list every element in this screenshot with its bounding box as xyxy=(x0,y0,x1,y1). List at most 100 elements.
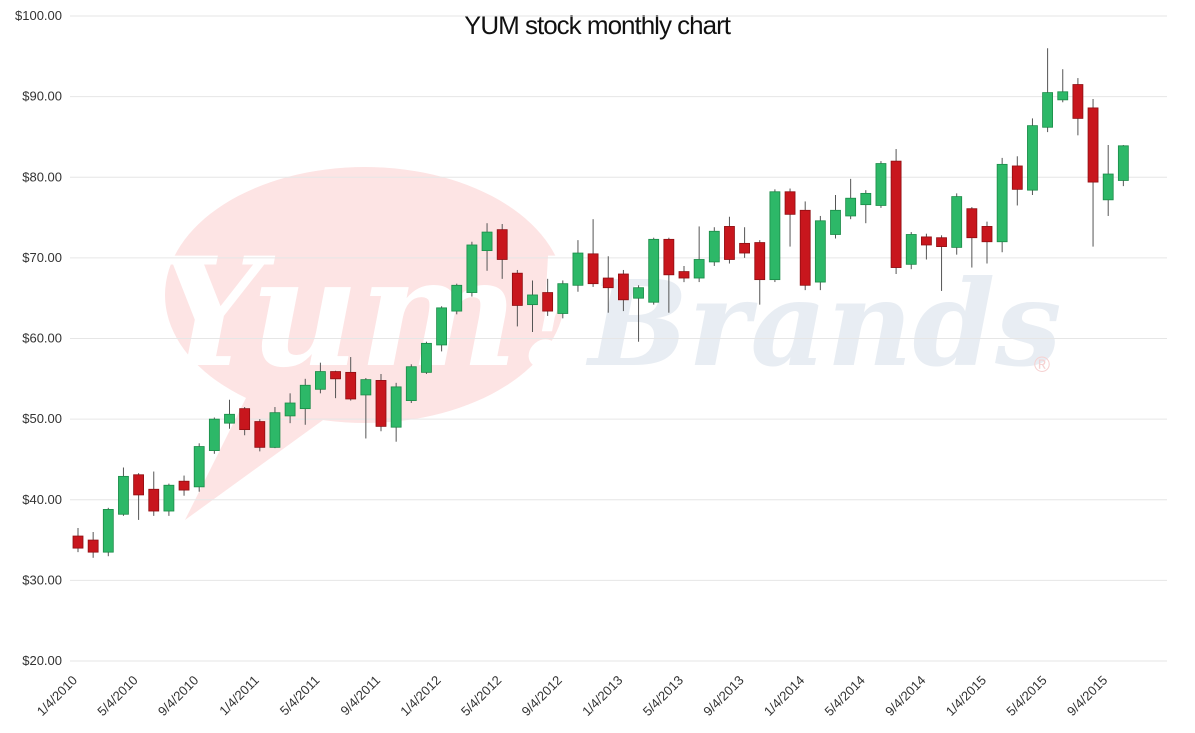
candle-body xyxy=(981,226,993,243)
candle-body xyxy=(390,386,402,428)
candle-body xyxy=(996,163,1008,243)
y-tick-label: $50.00 xyxy=(22,411,62,426)
y-tick-label: $30.00 xyxy=(22,572,62,587)
candle-body xyxy=(1027,125,1038,191)
candle-body xyxy=(72,535,84,549)
candle-body xyxy=(708,230,720,263)
x-tick-label: 1/4/2013 xyxy=(579,673,625,719)
candle-body xyxy=(769,191,781,281)
x-tick-label: 9/4/2013 xyxy=(700,673,746,719)
candle-body xyxy=(602,277,614,289)
candle-body xyxy=(890,160,902,268)
x-tick-label: 1/4/2010 xyxy=(34,673,80,719)
y-tick-label: $100.00 xyxy=(15,8,62,23)
candle-body xyxy=(921,236,932,246)
candle-body xyxy=(314,371,326,390)
x-tick-label: 9/4/2012 xyxy=(519,673,565,719)
y-tick-label: $90.00 xyxy=(22,89,62,104)
watermark-logo: Yum! xyxy=(156,225,584,401)
x-tick-label: 9/4/2010 xyxy=(155,673,201,719)
candle-body xyxy=(193,446,205,488)
y-tick-label: $20.00 xyxy=(22,653,62,668)
candle-body xyxy=(648,238,660,303)
candle-body xyxy=(724,226,735,260)
candle-body xyxy=(163,484,175,512)
x-tick-label: 5/4/2011 xyxy=(277,673,323,719)
candle-body xyxy=(1072,84,1084,119)
x-tick-label: 1/4/2012 xyxy=(397,673,443,719)
candle-body xyxy=(405,366,417,401)
x-tick-label: 1/4/2015 xyxy=(943,673,989,719)
x-tick-label: 1/4/2014 xyxy=(761,673,807,719)
candle-body xyxy=(466,244,478,293)
candle-body xyxy=(133,474,145,496)
candle-body xyxy=(572,252,584,286)
candle-body xyxy=(345,371,357,400)
candle-body xyxy=(678,271,690,279)
candle-body xyxy=(330,371,341,380)
x-tick-label: 9/4/2014 xyxy=(882,673,928,719)
candle-body xyxy=(1042,92,1053,128)
candle-body xyxy=(754,242,766,281)
candle-body xyxy=(663,238,675,276)
x-tick-label: 5/4/2012 xyxy=(458,673,504,719)
candle-body xyxy=(360,379,372,396)
candle-body xyxy=(845,197,857,217)
candle-body xyxy=(814,220,826,283)
candle-body xyxy=(784,191,796,215)
y-tick-label: $80.00 xyxy=(22,169,62,184)
candle-body xyxy=(178,480,190,491)
candle-body xyxy=(102,509,114,553)
candle-body xyxy=(905,234,917,265)
candle-body xyxy=(936,237,947,247)
candle-body xyxy=(966,208,978,239)
watermark: Yum! Brands ® xyxy=(156,167,1062,520)
y-tick-label: $60.00 xyxy=(22,331,62,346)
candle-body xyxy=(269,412,281,448)
x-tick-label: 5/4/2015 xyxy=(1003,673,1049,719)
candle-body xyxy=(1102,173,1114,201)
candle-body xyxy=(618,273,629,301)
candle-body xyxy=(1087,107,1099,183)
candle-body xyxy=(254,421,266,448)
candle-body xyxy=(148,488,160,512)
x-tick-label: 9/4/2015 xyxy=(1064,673,1110,719)
candle-body xyxy=(1057,91,1069,101)
candle-body xyxy=(739,242,750,254)
candle-body xyxy=(860,192,872,206)
candle-body xyxy=(208,418,220,451)
candle-body xyxy=(693,259,705,279)
candle-body xyxy=(299,384,311,410)
watermark-mark: ® xyxy=(1034,352,1050,377)
candle-body xyxy=(557,283,569,314)
candle-body xyxy=(951,196,963,248)
candle-body xyxy=(239,408,251,431)
candle-body xyxy=(875,163,887,206)
x-tick-label: 9/4/2011 xyxy=(337,673,383,719)
candle-body xyxy=(527,294,538,306)
candle-body xyxy=(496,229,508,260)
x-tick-label: 5/4/2014 xyxy=(822,673,868,719)
x-tick-label: 5/4/2010 xyxy=(94,673,140,719)
chart-title: YUM stock monthly chart xyxy=(464,10,732,40)
candle-body xyxy=(284,402,296,417)
candle-body xyxy=(421,342,432,373)
candle-body xyxy=(451,284,463,312)
candle-body xyxy=(87,539,99,553)
candle-body xyxy=(542,292,554,312)
candle-body xyxy=(799,209,811,286)
candle-body xyxy=(1117,145,1129,181)
candle-body xyxy=(633,287,644,299)
candle-body xyxy=(118,475,129,515)
candle-body xyxy=(224,413,235,424)
y-tick-label: $40.00 xyxy=(22,492,62,507)
candle-body xyxy=(481,231,493,252)
x-tick-label: 5/4/2013 xyxy=(640,673,686,719)
candle-body xyxy=(587,253,599,285)
candle-body xyxy=(511,272,523,306)
candle-body xyxy=(1011,165,1023,190)
candle-body xyxy=(436,307,448,346)
y-tick-label: $70.00 xyxy=(22,250,62,265)
candle-body xyxy=(375,380,387,427)
